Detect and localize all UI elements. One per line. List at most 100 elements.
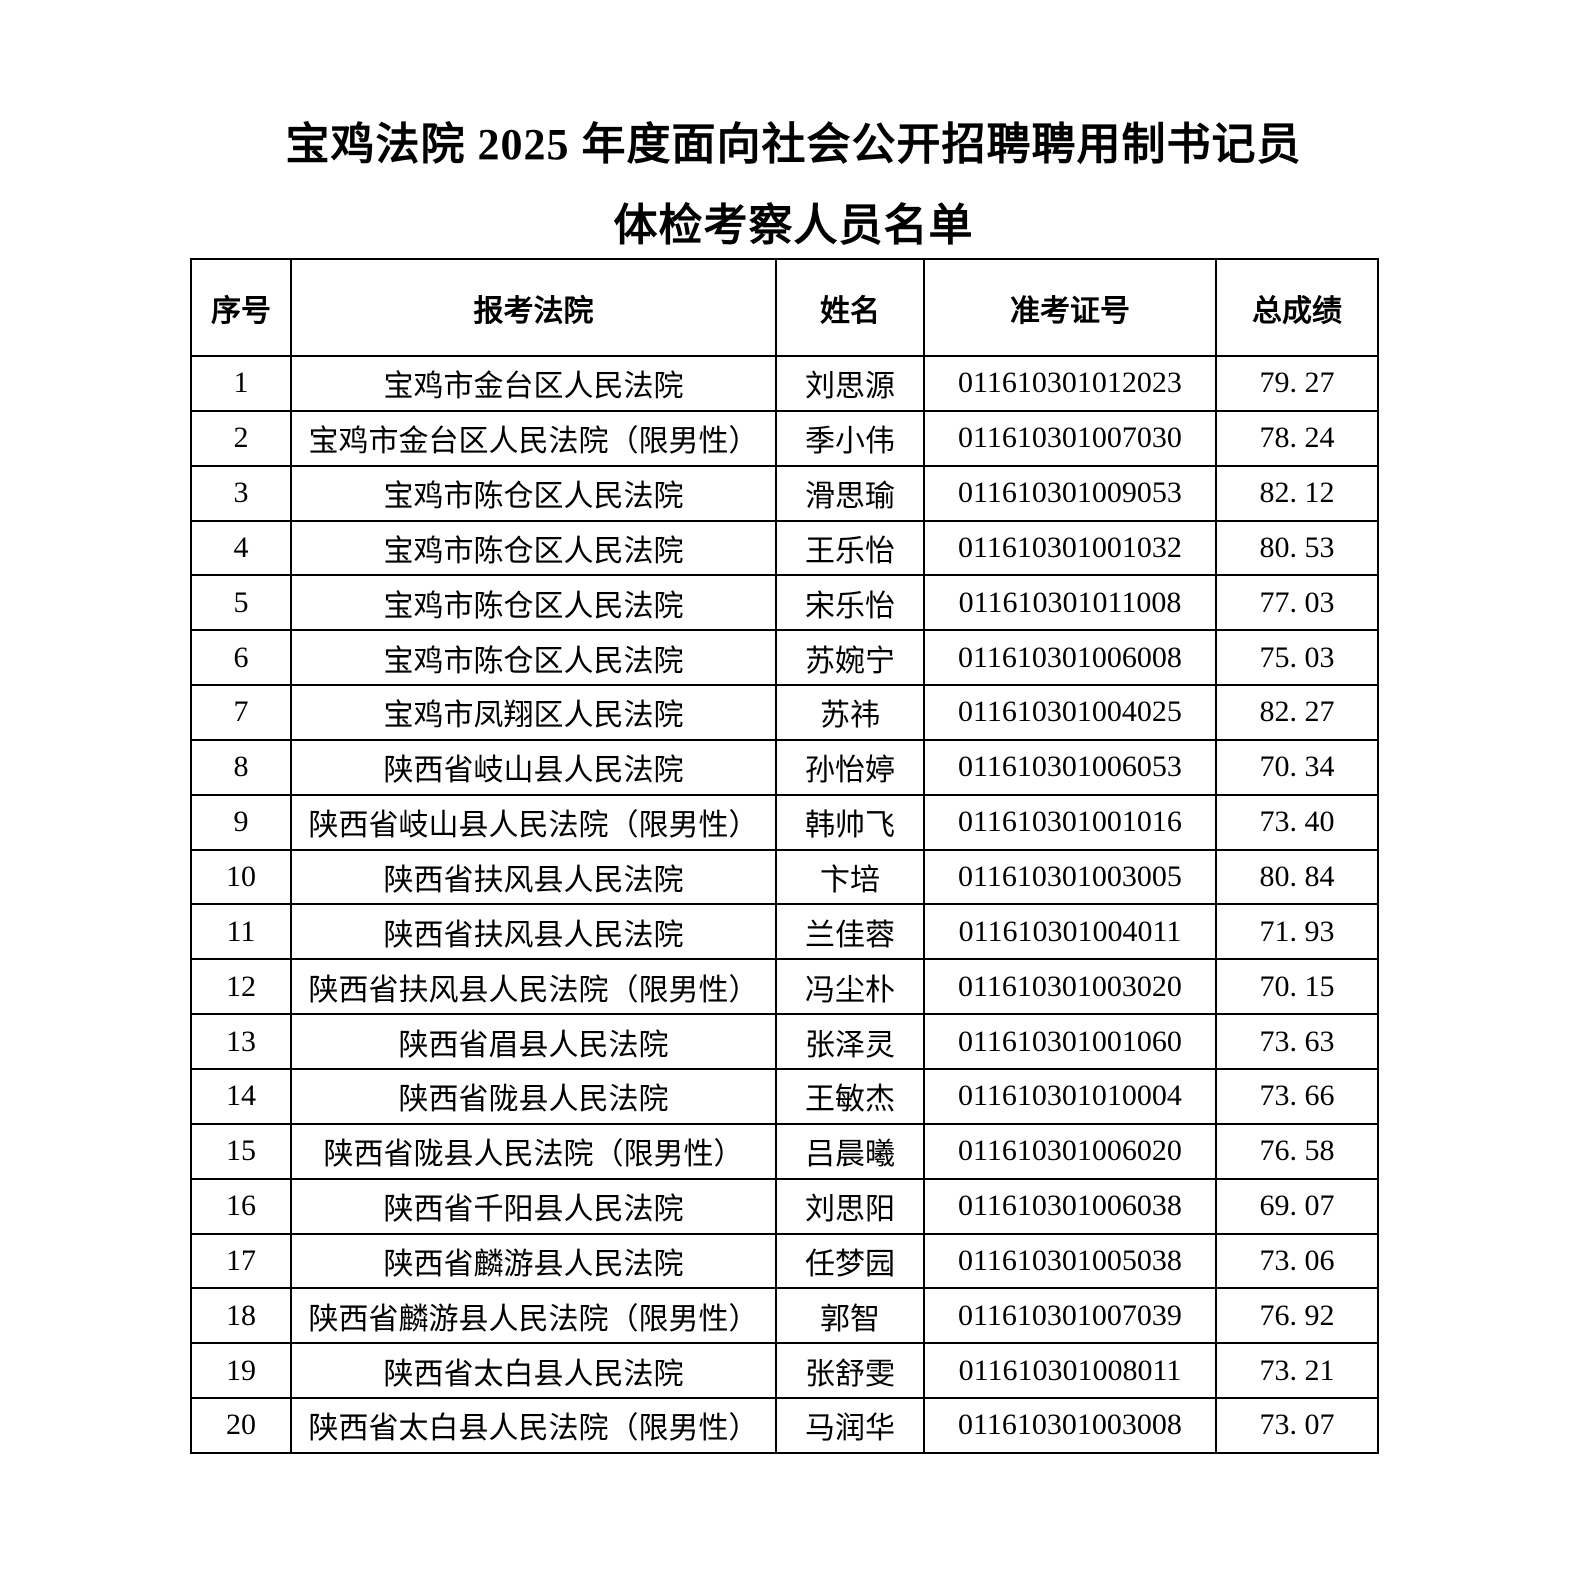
- cell-court: 宝鸡市陈仓区人民法院: [290, 629, 777, 687]
- cell-name: 兰佳蓉: [775, 903, 925, 961]
- cell-court: 宝鸡市凤翔区人民法院: [290, 684, 777, 741]
- cell-row-number: 16: [190, 1177, 292, 1235]
- cell-ticket: 011610301001032: [923, 519, 1217, 577]
- cell-ticket: 011610301004011: [923, 903, 1217, 961]
- cell-score: 76. 58: [1215, 1122, 1379, 1180]
- table-row: 15 陕西省陇县人民法院（限男性） 吕晨曦 011610301006020 76…: [190, 1122, 1379, 1180]
- table-row: 13 陕西省眉县人民法院 张泽灵 011610301001060 73. 63: [190, 1013, 1379, 1070]
- table-row: 16 陕西省千阳县人民法院 刘思阳 011610301006038 69. 07: [190, 1177, 1379, 1235]
- table-row: 17 陕西省麟游县人民法院 任梦园 011610301005038 73. 06: [190, 1232, 1379, 1290]
- cell-name: 孙怡婷: [775, 738, 925, 796]
- cell-court: 陕西省眉县人民法院: [290, 1013, 777, 1070]
- table-row: 11 陕西省扶风县人民法院 兰佳蓉 011610301004011 71. 93: [190, 903, 1379, 961]
- cell-row-number: 10: [190, 848, 292, 906]
- cell-row-number: 1: [190, 355, 292, 412]
- cell-name: 季小伟: [775, 409, 925, 467]
- cell-row-number: 4: [190, 519, 292, 577]
- cell-score: 73. 40: [1215, 793, 1379, 851]
- cell-row-number: 9: [190, 793, 292, 851]
- candidates-table: 序号 报考法院 姓名 准考证号 总成绩 1 宝鸡市金台区人民法院 刘思源 011…: [190, 258, 1379, 1454]
- cell-ticket: 011610301001060: [923, 1013, 1217, 1070]
- cell-court: 宝鸡市金台区人民法院: [290, 355, 777, 412]
- cell-row-number: 13: [190, 1013, 292, 1070]
- table-row: 14 陕西省陇县人民法院 王敏杰 011610301010004 73. 66: [190, 1067, 1379, 1125]
- cell-court: 陕西省麟游县人民法院: [290, 1232, 777, 1290]
- cell-name: 郭智: [775, 1287, 925, 1345]
- cell-name: 王敏杰: [775, 1067, 925, 1125]
- cell-court: 陕西省陇县人民法院（限男性）: [290, 1122, 777, 1180]
- cell-ticket: 011610301003020: [923, 958, 1217, 1016]
- cell-name: 马润华: [775, 1397, 925, 1454]
- cell-row-number: 8: [190, 738, 292, 796]
- cell-court: 陕西省太白县人民法院: [290, 1342, 777, 1400]
- cell-row-number: 2: [190, 409, 292, 467]
- cell-name: 宋乐怡: [775, 574, 925, 632]
- cell-score: 73. 07: [1215, 1397, 1379, 1454]
- cell-ticket: 011610301001016: [923, 793, 1217, 851]
- cell-ticket: 011610301004025: [923, 684, 1217, 741]
- cell-score: 75. 03: [1215, 629, 1379, 687]
- cell-row-number: 14: [190, 1067, 292, 1125]
- cell-row-number: 11: [190, 903, 292, 961]
- column-header-score: 总成绩: [1215, 258, 1379, 357]
- column-header-court: 报考法院: [290, 258, 777, 357]
- cell-score: 70. 34: [1215, 738, 1379, 796]
- cell-name: 刘思源: [775, 355, 925, 412]
- cell-name: 滑思瑜: [775, 464, 925, 522]
- table-row: 5 宝鸡市陈仓区人民法院 宋乐怡 011610301011008 77. 03: [190, 574, 1379, 632]
- cell-court: 陕西省陇县人民法院: [290, 1067, 777, 1125]
- table-row: 1 宝鸡市金台区人民法院 刘思源 011610301012023 79. 27: [190, 355, 1379, 412]
- cell-court: 宝鸡市陈仓区人民法院: [290, 574, 777, 632]
- cell-name: 张泽灵: [775, 1013, 925, 1070]
- cell-ticket: 011610301010004: [923, 1067, 1217, 1125]
- cell-score: 77. 03: [1215, 574, 1379, 632]
- cell-court: 陕西省扶风县人民法院: [290, 903, 777, 961]
- cell-ticket: 011610301007030: [923, 409, 1217, 467]
- cell-row-number: 20: [190, 1397, 292, 1454]
- table-header-row: 序号 报考法院 姓名 准考证号 总成绩: [190, 258, 1379, 357]
- cell-name: 韩帅飞: [775, 793, 925, 851]
- cell-score: 76. 92: [1215, 1287, 1379, 1345]
- page-title-line-1: 宝鸡法院 2025 年度面向社会公开招聘聘用制书记员: [285, 120, 1302, 169]
- cell-ticket: 011610301009053: [923, 464, 1217, 522]
- column-header-no: 序号: [190, 258, 292, 357]
- cell-row-number: 17: [190, 1232, 292, 1290]
- table-row: 19 陕西省太白县人民法院 张舒雯 011610301008011 73. 21: [190, 1342, 1379, 1400]
- cell-ticket: 011610301006038: [923, 1177, 1217, 1235]
- cell-row-number: 15: [190, 1122, 292, 1180]
- cell-score: 70. 15: [1215, 958, 1379, 1016]
- cell-court: 陕西省太白县人民法院（限男性）: [290, 1397, 777, 1454]
- cell-score: 82. 27: [1215, 684, 1379, 741]
- cell-court: 宝鸡市陈仓区人民法院: [290, 464, 777, 522]
- cell-name: 冯尘朴: [775, 958, 925, 1016]
- cell-row-number: 5: [190, 574, 292, 632]
- cell-name: 卞培: [775, 848, 925, 906]
- cell-score: 80. 84: [1215, 848, 1379, 906]
- cell-ticket: 011610301006053: [923, 738, 1217, 796]
- cell-ticket: 011610301006020: [923, 1122, 1217, 1180]
- cell-score: 80. 53: [1215, 519, 1379, 577]
- page-title-line-2: 体检考察人员名单: [613, 201, 974, 250]
- cell-ticket: 011610301006008: [923, 629, 1217, 687]
- cell-row-number: 18: [190, 1287, 292, 1345]
- table-row: 6 宝鸡市陈仓区人民法院 苏婉宁 011610301006008 75. 03: [190, 629, 1379, 687]
- cell-score: 73. 21: [1215, 1342, 1379, 1400]
- cell-court: 陕西省扶风县人民法院: [290, 848, 777, 906]
- cell-row-number: 3: [190, 464, 292, 522]
- cell-name: 刘思阳: [775, 1177, 925, 1235]
- table-row: 4 宝鸡市陈仓区人民法院 王乐怡 011610301001032 80. 53: [190, 519, 1379, 577]
- cell-ticket: 011610301008011: [923, 1342, 1217, 1400]
- cell-court: 陕西省岐山县人民法院: [290, 738, 777, 796]
- table-header: 序号 报考法院 姓名 准考证号 总成绩: [190, 258, 1379, 357]
- cell-ticket: 011610301007039: [923, 1287, 1217, 1345]
- cell-name: 苏祎: [775, 684, 925, 741]
- table-row: 9 陕西省岐山县人民法院（限男性） 韩帅飞 011610301001016 73…: [190, 793, 1379, 851]
- cell-score: 82. 12: [1215, 464, 1379, 522]
- table-row: 18 陕西省麟游县人民法院（限男性） 郭智 011610301007039 76…: [190, 1287, 1379, 1345]
- table-row: 7 宝鸡市凤翔区人民法院 苏祎 011610301004025 82. 27: [190, 684, 1379, 741]
- cell-row-number: 7: [190, 684, 292, 741]
- cell-score: 71. 93: [1215, 903, 1379, 961]
- cell-name: 张舒雯: [775, 1342, 925, 1400]
- cell-court: 陕西省千阳县人民法院: [290, 1177, 777, 1235]
